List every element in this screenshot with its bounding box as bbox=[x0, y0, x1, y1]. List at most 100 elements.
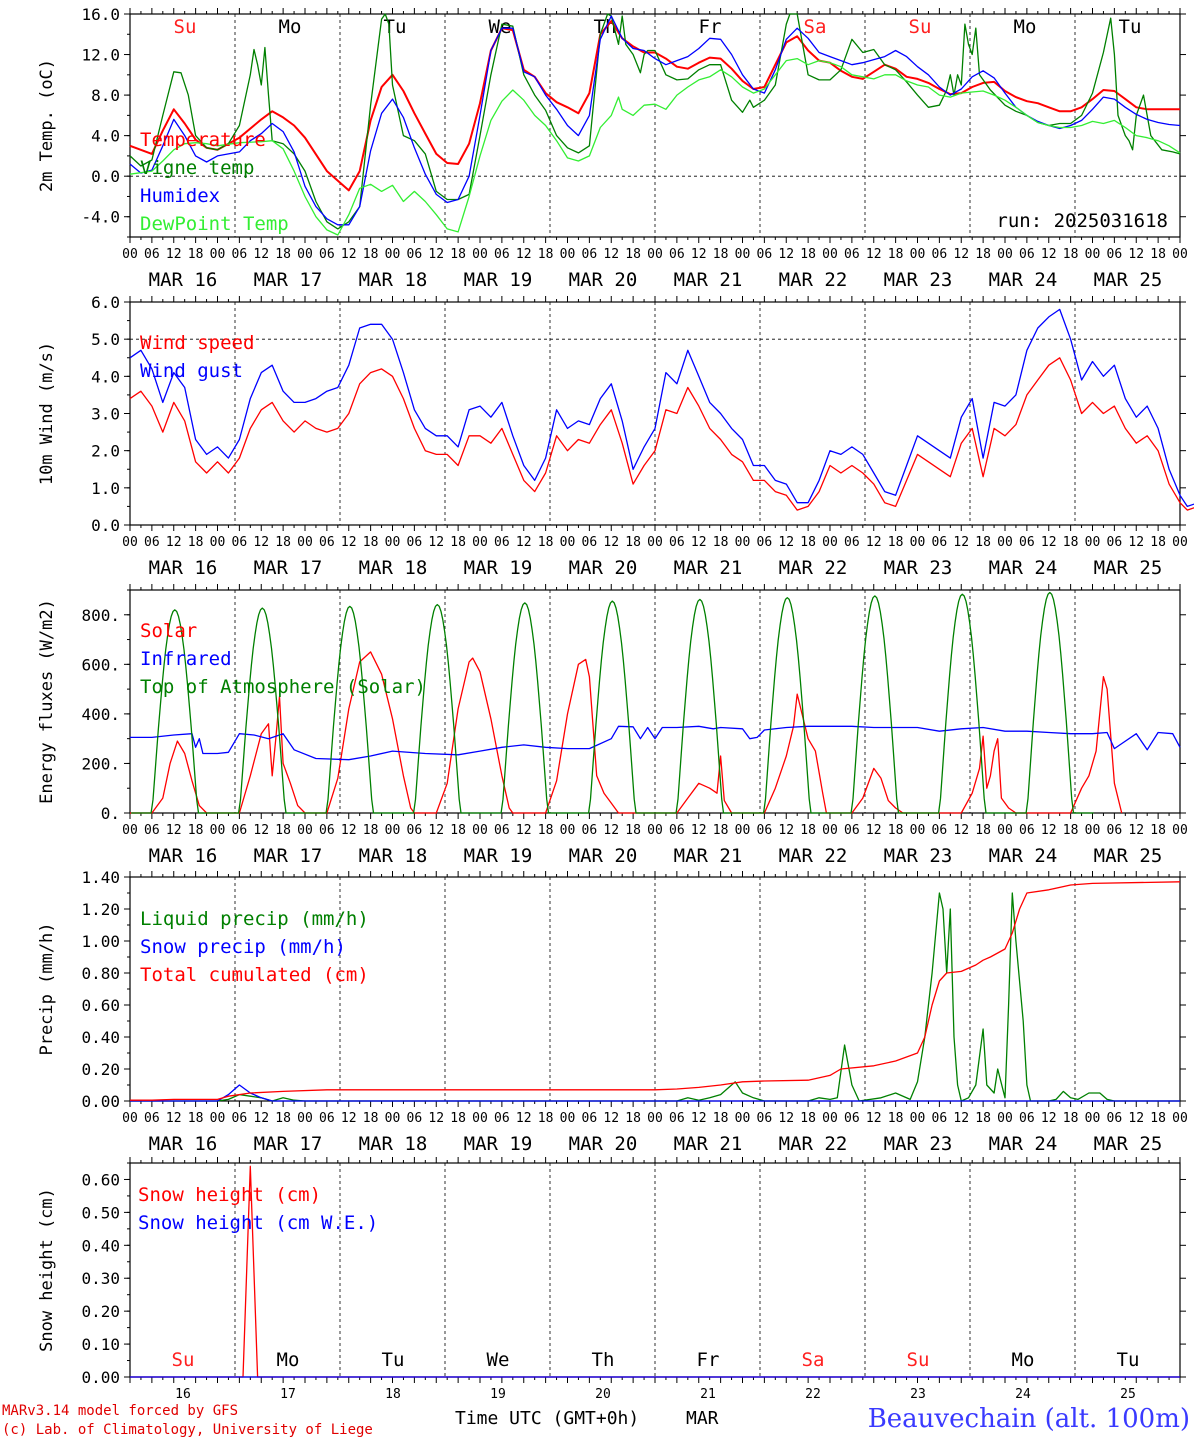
y-tick-label: 0.0 bbox=[91, 167, 120, 186]
x-tick-label: 12 bbox=[953, 1111, 969, 1126]
x-tick-label: 12 bbox=[166, 823, 182, 838]
credit-line-1: MARv3.14 model forced by GFS bbox=[2, 1403, 238, 1419]
y-tick-label: 0.60 bbox=[81, 996, 120, 1015]
y-tick-label: 400. bbox=[81, 705, 120, 724]
x-tick-label: 06 bbox=[407, 247, 423, 262]
x-tick-label: 06 bbox=[844, 247, 860, 262]
y-axis-title: Precip (mm/h) bbox=[37, 922, 57, 1055]
y-tick-label: 6.0 bbox=[91, 293, 120, 312]
x-tick-label: 12 bbox=[603, 247, 619, 262]
x-tick-label: 12 bbox=[1128, 247, 1144, 262]
x-tick-label: 12 bbox=[516, 535, 532, 550]
x-tick-label: 12 bbox=[428, 535, 444, 550]
x-tick-label: 18 bbox=[713, 247, 729, 262]
x-tick-label: 18 bbox=[1063, 247, 1079, 262]
x-tick-label: 00 bbox=[647, 1111, 663, 1126]
x-tick-label: 18 bbox=[888, 823, 904, 838]
x-tick-label: 00 bbox=[385, 1111, 401, 1126]
x-tick-label: 06 bbox=[1019, 535, 1035, 550]
x-tick-label: 06 bbox=[494, 247, 510, 262]
x-tick-label: 06 bbox=[932, 247, 948, 262]
x-tick-label: 18 bbox=[625, 1111, 641, 1126]
x-tick-label: 00 bbox=[910, 823, 926, 838]
x-tick-label: 00 bbox=[297, 247, 313, 262]
x-tick-label: 18 bbox=[625, 535, 641, 550]
x-day-label: MAR 19 bbox=[464, 557, 533, 579]
x-tick-label: 06 bbox=[407, 823, 423, 838]
x-day-label: MAR 20 bbox=[569, 845, 638, 867]
weekday-label: Sa bbox=[802, 1349, 825, 1371]
x-tick-label: 18 bbox=[1063, 1111, 1079, 1126]
series-line-temperature bbox=[129, 20, 1180, 192]
weekday-label: Tu bbox=[1117, 1349, 1140, 1371]
x-tick-label: 00 bbox=[297, 1111, 313, 1126]
x-tick-label: 12 bbox=[1041, 535, 1057, 550]
x-tick-label: 06 bbox=[319, 247, 335, 262]
y-tick-label: 0.80 bbox=[81, 964, 120, 983]
x-tick-label: 18 bbox=[450, 823, 466, 838]
x-tick-label: 00 bbox=[997, 1111, 1013, 1126]
x-tick-label: 18 bbox=[188, 823, 204, 838]
x-tick-label: 12 bbox=[341, 247, 357, 262]
x-tick-label: 18 bbox=[975, 535, 991, 550]
weekday-label: Tu bbox=[382, 1349, 405, 1371]
x-tick-label: 00 bbox=[560, 247, 576, 262]
x-tick-label: 00 bbox=[385, 535, 401, 550]
x-tick-label: 18 bbox=[1063, 535, 1079, 550]
x-tick-label: 12 bbox=[866, 535, 882, 550]
x-day-label: MAR 17 bbox=[254, 269, 323, 291]
x-tick-label: 12 bbox=[341, 535, 357, 550]
x-tick-label: 06 bbox=[932, 535, 948, 550]
x-tick-label: 18 bbox=[538, 823, 554, 838]
x-tick-label: 00 bbox=[472, 1111, 488, 1126]
x-tick-label: 18 bbox=[1063, 823, 1079, 838]
x-tick-label: 12 bbox=[341, 1111, 357, 1126]
x-tick-label: 06 bbox=[407, 1111, 423, 1126]
x-tick-label: 12 bbox=[953, 535, 969, 550]
legend-entry: Snow height (cm W.E.) bbox=[138, 1212, 378, 1234]
x-tick-label: 18 bbox=[1150, 1111, 1166, 1126]
series-line-dewpoint-temp bbox=[129, 57, 1181, 236]
y-tick-label: 0.00 bbox=[81, 1092, 120, 1111]
x-day-label: MAR 17 bbox=[254, 1133, 323, 1155]
weekday-label: We bbox=[487, 1349, 510, 1371]
y-tick-label: 0.10 bbox=[81, 1335, 120, 1354]
x-tick-label: 00 bbox=[560, 1111, 576, 1126]
series-line-humidex bbox=[129, 15, 1181, 226]
x-tick-label: 12 bbox=[953, 823, 969, 838]
x-tick-label: 06 bbox=[232, 823, 248, 838]
x-tick-label: 18 bbox=[1150, 823, 1166, 838]
y-tick-label: 0.60 bbox=[81, 1170, 120, 1189]
x-day-label: MAR 21 bbox=[674, 557, 743, 579]
x-tick-label: 00 bbox=[1085, 535, 1101, 550]
y-tick-label: 0.30 bbox=[81, 1269, 120, 1288]
x-tick-label: 12 bbox=[866, 247, 882, 262]
y-tick-label: 0.20 bbox=[81, 1302, 120, 1321]
x-tick-label: 06 bbox=[757, 247, 773, 262]
x-tick-label: 18 bbox=[625, 823, 641, 838]
chart-panel-2: 0.0 1.0 2.0 3.0 4.0 5.0 6.0 10m Wind (m/s) 00 06 1… bbox=[37, 293, 1194, 579]
x-tick-label: 00 bbox=[560, 535, 576, 550]
x-day-label: MAR 22 bbox=[779, 557, 848, 579]
weekday-label: Fr bbox=[697, 1349, 720, 1371]
chart-panel-1: -4.0 0.0 4.0 8.0 12.0 16.0 2m Temp. (oC) 00 06 12… bbox=[37, 5, 1188, 291]
x-day-label: MAR 16 bbox=[149, 1133, 218, 1155]
x-tick-label: 18 bbox=[975, 823, 991, 838]
legend-entry: Snow height (cm) bbox=[138, 1184, 321, 1206]
x-tick-label: 00 bbox=[210, 535, 226, 550]
x-tick-label: 00 bbox=[735, 1111, 751, 1126]
x-tick-label: 18 bbox=[450, 247, 466, 262]
x-tick-label: 00 bbox=[385, 247, 401, 262]
x-tick-label: 18 bbox=[888, 247, 904, 262]
series-line-vigne-temp bbox=[129, 13, 1181, 230]
x-tick-label: 06 bbox=[1019, 1111, 1035, 1126]
x-tick-label: 00 bbox=[297, 823, 313, 838]
x-tick-label: 06 bbox=[582, 1111, 598, 1126]
x-tick-label: 18 bbox=[975, 247, 991, 262]
x-tick-label: 18 bbox=[188, 535, 204, 550]
x-tick-label: 12 bbox=[691, 1111, 707, 1126]
x-tick-label: 18 bbox=[363, 247, 379, 262]
x-day-label: MAR 20 bbox=[569, 269, 638, 291]
x-tick-label: 06 bbox=[932, 1111, 948, 1126]
x-tick-label: 00 bbox=[210, 823, 226, 838]
